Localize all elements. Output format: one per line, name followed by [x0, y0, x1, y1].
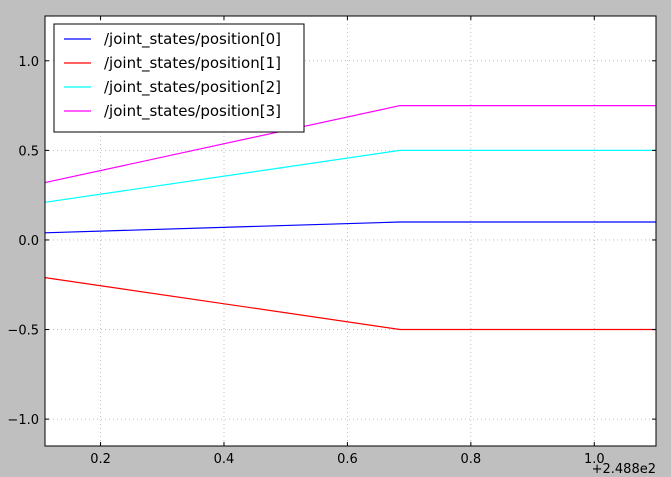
- y-tick-label: 1.0: [18, 55, 39, 70]
- series-lines: [44, 104, 656, 331]
- x-offset-label: +2.488e2: [592, 462, 656, 477]
- series-line-2: [44, 149, 656, 203]
- legend-label: /joint_states/position[3]: [104, 102, 281, 121]
- series-line-3: [44, 104, 656, 184]
- y-tick-label: 0.5: [18, 144, 39, 159]
- legend-box: [53, 23, 305, 133]
- x-tick-label: 0.4: [214, 452, 235, 467]
- legend-label: /joint_states/position[2]: [104, 78, 281, 97]
- y-tick-label: −1.0: [7, 413, 39, 428]
- legend: /joint_states/position[0] /joint_states/p…: [53, 23, 305, 133]
- series-line-1: [44, 277, 656, 331]
- x-tick-label: 1.0: [584, 452, 605, 467]
- x-tick-label: 0.6: [337, 452, 358, 467]
- y-tick-label: −0.5: [7, 324, 39, 339]
- legend-label: /joint_states/position[0]: [104, 30, 281, 49]
- x-tick-label: 0.2: [90, 452, 111, 467]
- legend-label: /joint_states/position[1]: [104, 54, 281, 73]
- y-tick-label: 0.0: [18, 234, 39, 249]
- axis-ticks: 0.2 0.4 0.6 0.8 1.0 −1.0 −0.5 0.0 0.5 1.0: [7, 16, 656, 467]
- plot-frame: [44, 15, 657, 447]
- series-line-0: [44, 221, 656, 234]
- x-tick-label: 0.8: [461, 452, 482, 467]
